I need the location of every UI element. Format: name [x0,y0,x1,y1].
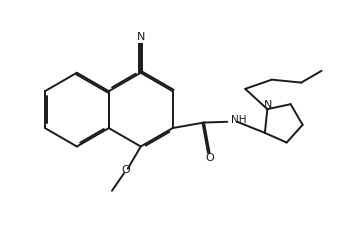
Text: N: N [136,32,145,42]
Text: O: O [205,153,214,163]
Text: NH: NH [231,115,246,125]
Text: N: N [264,100,272,110]
Text: O: O [121,165,130,176]
